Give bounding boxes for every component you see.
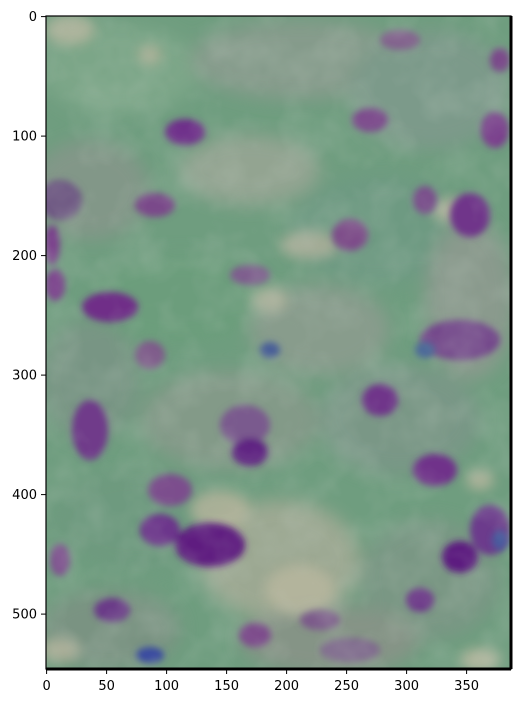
- y-tick-label: 100: [12, 130, 37, 145]
- x-tick-label: 200: [274, 679, 299, 694]
- x-tick-label: 150: [214, 679, 239, 694]
- x-tick-label: 100: [154, 679, 179, 694]
- x-axis: 0 50 100 150 200 250 300 350: [42, 669, 479, 694]
- x-tick-label: 300: [394, 679, 419, 694]
- x-tick-label: 250: [334, 679, 359, 694]
- y-axis: 0 100 200 300 400 500: [12, 10, 46, 623]
- x-tick-label: 350: [454, 679, 479, 694]
- y-tick-label: 0: [29, 10, 37, 25]
- y-tick-label: 400: [12, 488, 37, 503]
- y-tick-label: 500: [12, 608, 37, 623]
- y-tick-label: 300: [12, 369, 37, 384]
- x-tick-label: 0: [42, 679, 50, 694]
- microscopy-image: [46, 16, 511, 669]
- y-tick-label: 200: [12, 249, 37, 264]
- x-tick-label: 50: [98, 679, 115, 694]
